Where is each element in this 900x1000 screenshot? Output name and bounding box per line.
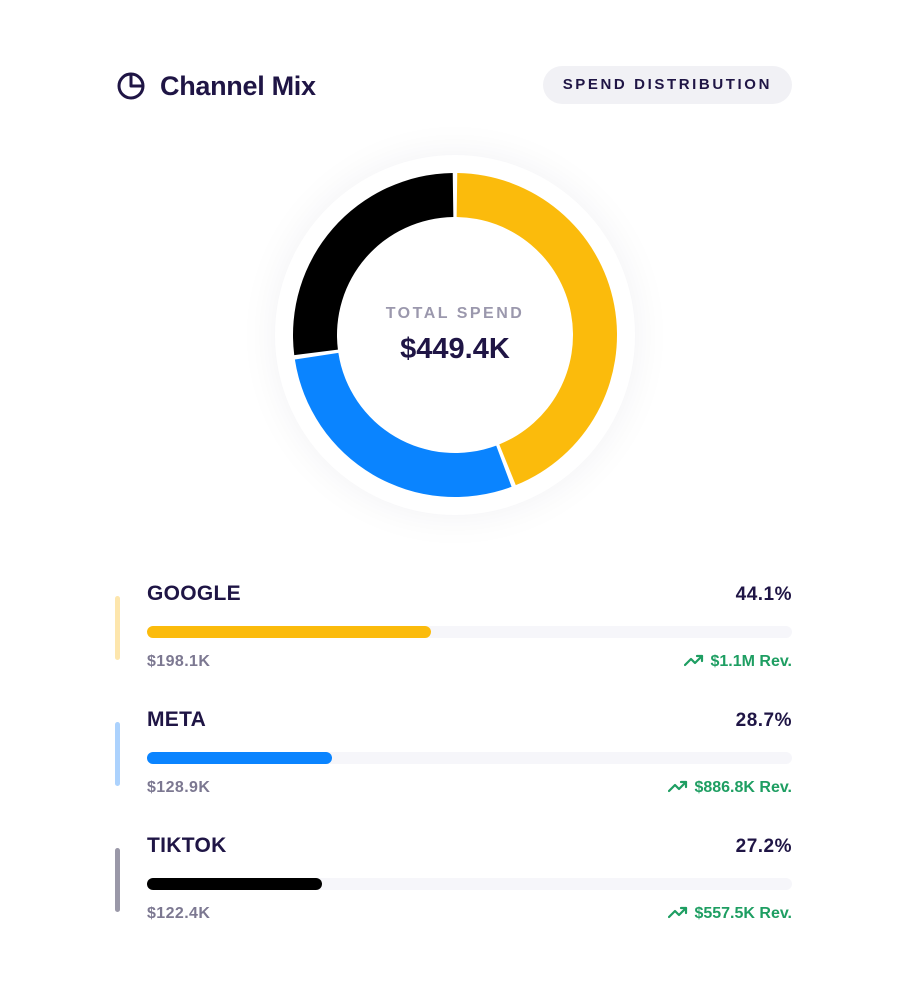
channel-spend: $128.9K — [147, 779, 211, 796]
channel-progress-fill — [147, 878, 323, 890]
trending-up-icon — [668, 906, 688, 919]
spend-distribution-badge: SPEND DISTRIBUTION — [542, 66, 792, 104]
donut-hole — [338, 218, 572, 452]
channel-revenue-value: $1.1M Rev. — [710, 653, 792, 670]
channel-percent: 27.2% — [735, 836, 792, 857]
trending-up-icon — [684, 654, 704, 667]
channel-name: META — [147, 708, 207, 731]
channel-progress-track — [147, 752, 792, 764]
channel-revenue: $557.5K Rev. — [668, 905, 792, 923]
donut-slice-google — [456, 173, 617, 486]
channel-row-google: GOOGLE 44.1% $198.1K $1.1M Rev. — [115, 580, 792, 706]
channel-progress-fill — [147, 752, 333, 764]
channel-row-tiktok: TIKTOK 27.2% $122.4K $557.5K Rev. — [115, 832, 792, 958]
channel-accent-bar — [115, 596, 120, 660]
channel-accent-bar — [115, 722, 120, 786]
donut-svg — [293, 173, 617, 497]
channel-spend: $198.1K — [147, 653, 211, 670]
channel-accent-bar — [115, 848, 120, 912]
donut-slice-meta — [294, 352, 512, 497]
channel-legend: GOOGLE 44.1% $198.1K $1.1M Rev. META 28.… — [115, 580, 792, 958]
donut-center-label: TOTAL SPEND — [385, 305, 525, 322]
channel-percent: 44.1% — [735, 584, 792, 605]
donut-slice-tiktok — [293, 173, 454, 356]
donut-chart: TOTAL SPEND $449.4K — [275, 155, 635, 515]
channel-revenue: $886.8K Rev. — [668, 779, 792, 797]
channel-name: TIKTOK — [147, 834, 227, 857]
card-header: Channel Mix SPEND DISTRIBUTION — [115, 66, 792, 106]
channel-revenue-value: $557.5K Rev. — [694, 905, 792, 922]
channel-row-meta: META 28.7% $128.9K $886.8K Rev. — [115, 706, 792, 832]
channel-progress-track — [147, 626, 792, 638]
channel-percent: 28.7% — [735, 710, 792, 731]
channel-spend: $122.4K — [147, 905, 211, 922]
trending-up-icon — [668, 780, 688, 793]
donut-center-value: $449.4K — [400, 333, 510, 365]
channel-revenue-value: $886.8K Rev. — [694, 779, 792, 796]
card-title: Channel Mix — [160, 71, 316, 101]
channel-progress-fill — [147, 626, 432, 638]
pie-chart-icon — [117, 72, 145, 100]
channel-name: GOOGLE — [147, 582, 241, 605]
channel-progress-track — [147, 878, 792, 890]
channel-revenue: $1.1M Rev. — [684, 653, 792, 671]
